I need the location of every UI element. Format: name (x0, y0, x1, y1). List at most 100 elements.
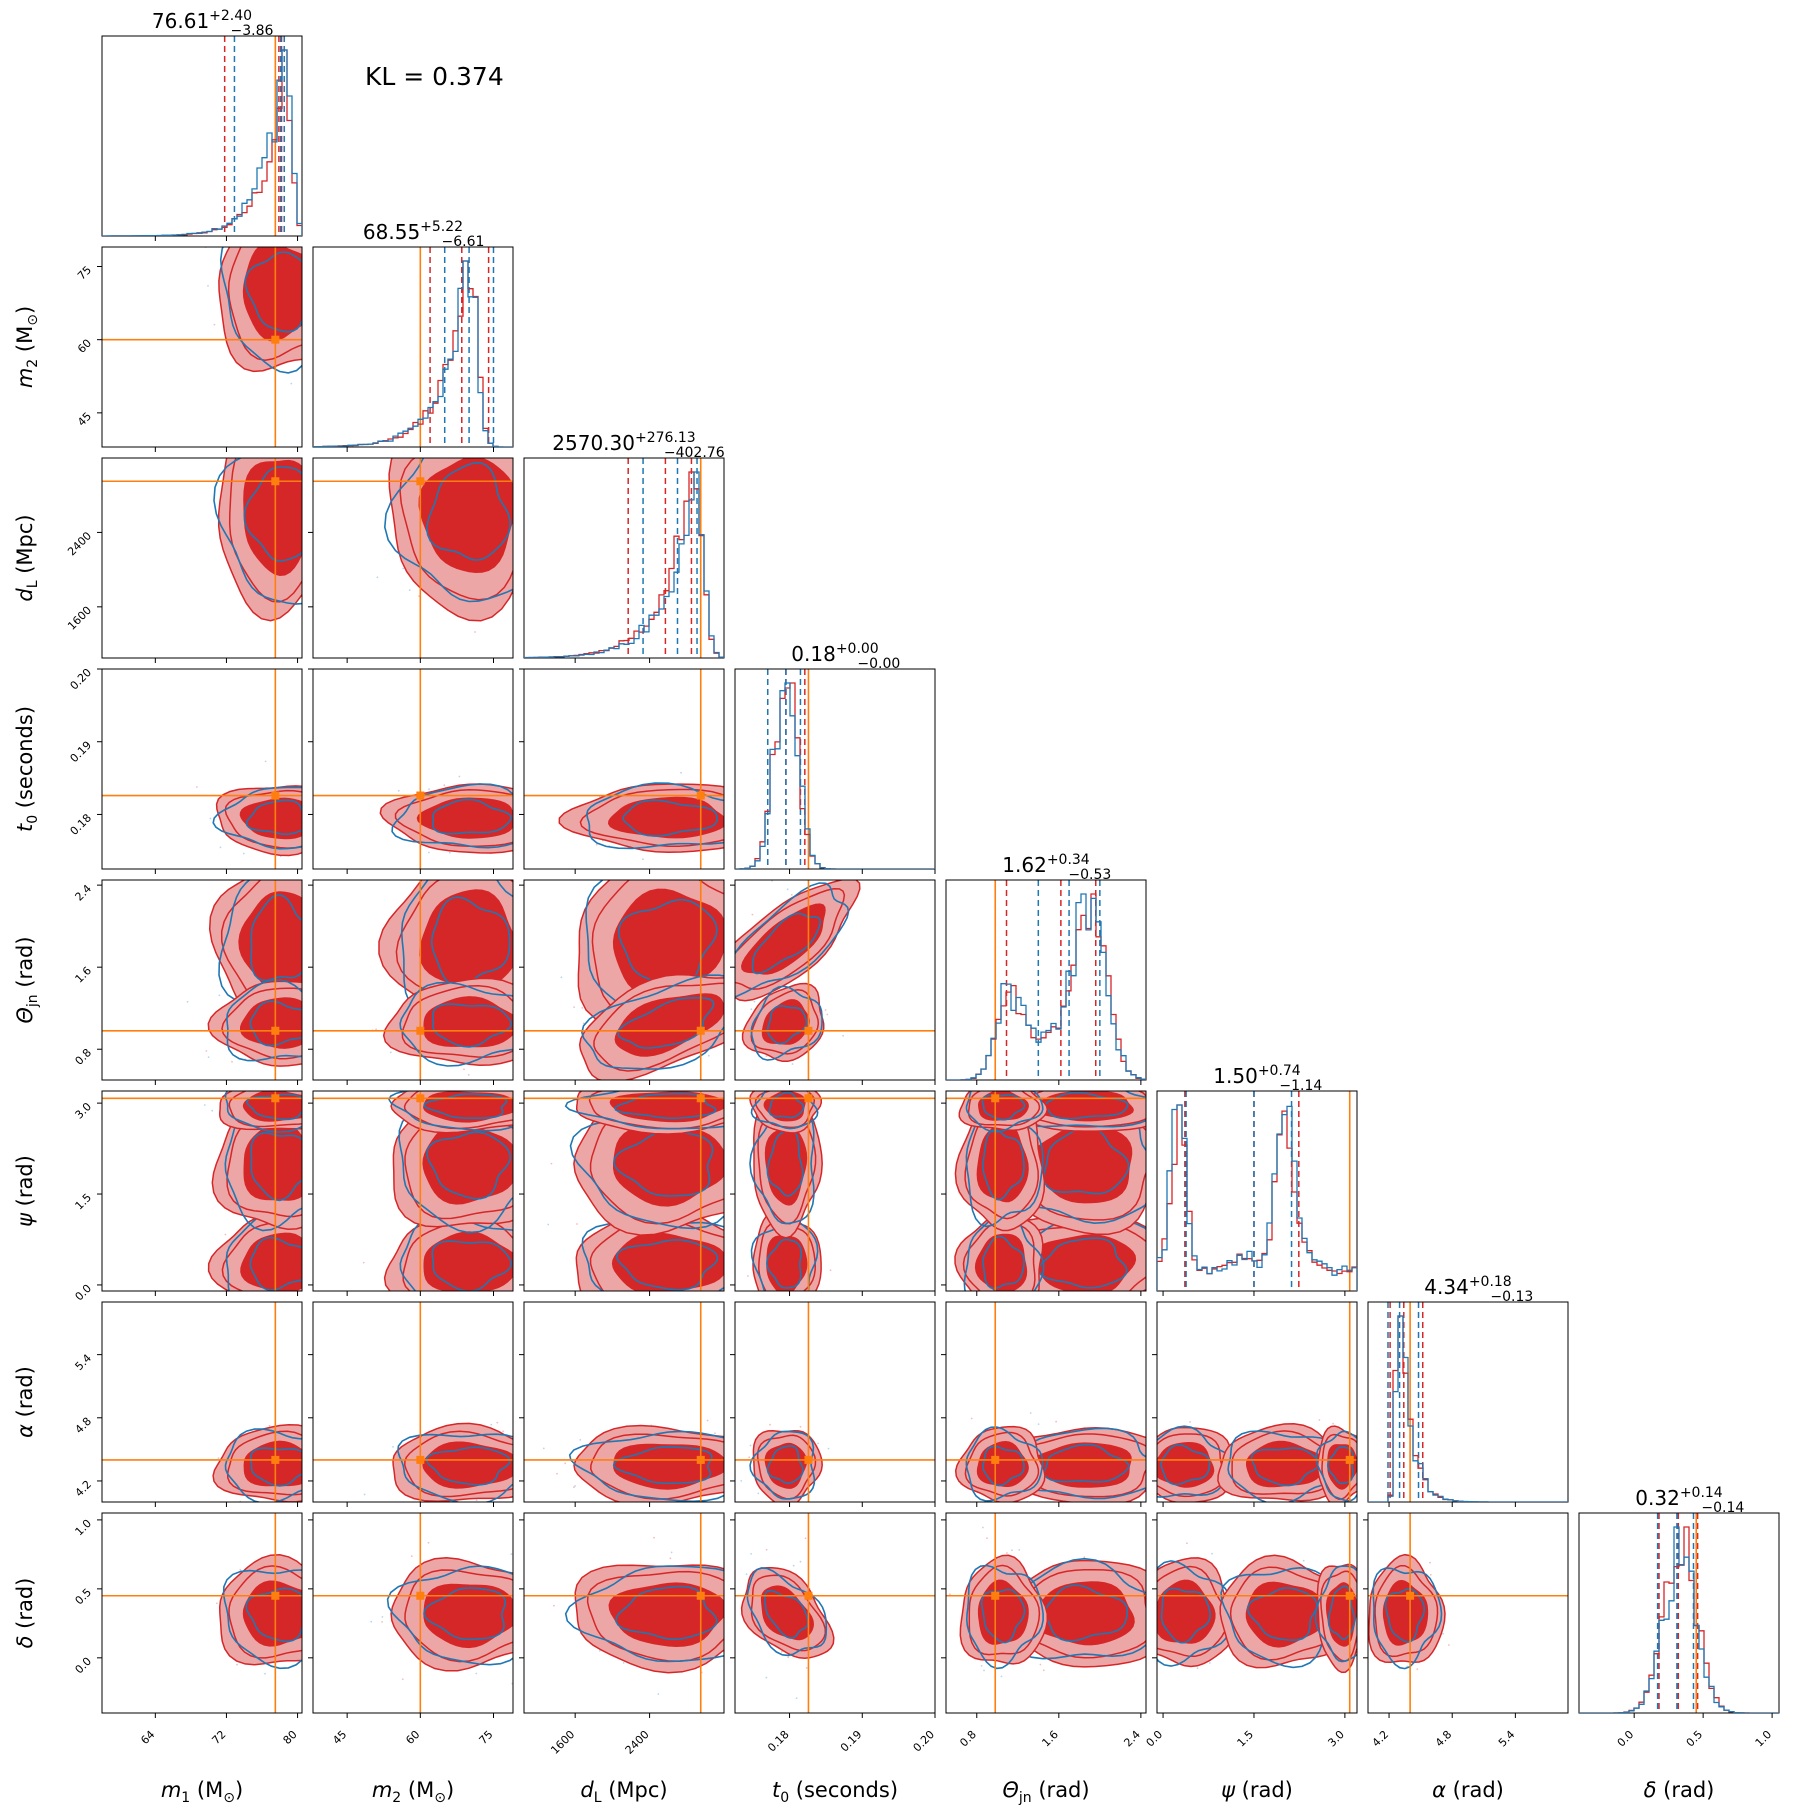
y-axis-label-alpha-sym: α (13, 1424, 37, 1438)
scatter-point (1000, 1675, 1003, 1678)
contour-a-mid (227, 247, 302, 361)
contour-b-outer (581, 974, 724, 1070)
scatter-point (720, 1505, 722, 1507)
panel-t0-vs-dL (519, 668, 766, 874)
panel-frame (312, 1512, 514, 1714)
truth-marker (1345, 1455, 1354, 1464)
scatter-point (751, 913, 754, 916)
hist-title-lower-psi: −1.14 (1279, 1078, 1322, 1094)
scatter-point (1011, 1549, 1013, 1552)
scatter-point (579, 1439, 582, 1441)
scatter-point (1147, 1582, 1149, 1584)
hist-series-b-dL-path (524, 471, 724, 658)
scatter-point (448, 851, 451, 854)
panel-frame (101, 457, 303, 659)
x-tick-label: 1.5 (1235, 1728, 1257, 1750)
truth-marker (416, 1455, 425, 1464)
hist-title-lower-t0: −0.00 (857, 656, 900, 672)
scatter-point (329, 801, 331, 803)
scatter-point (290, 382, 293, 385)
contour-b-inner (431, 798, 512, 835)
panel-delta-vs-psi: 0.0 1.5 3.0 (1144, 1512, 1358, 1750)
scatter-point (306, 1445, 308, 1447)
truth-marker (271, 1591, 280, 1600)
scatter-point (817, 1442, 819, 1445)
scatter-point (980, 1665, 983, 1667)
scatter-point (325, 1620, 327, 1622)
scatter-point (218, 994, 221, 997)
scatter-point (304, 810, 306, 812)
scatter-point (500, 1509, 502, 1511)
scatter-point (196, 786, 198, 788)
contour-a-mid (220, 880, 302, 1013)
scatter-point (1153, 1610, 1155, 1612)
scatter-point (348, 1637, 350, 1639)
x-tick-label: 3.0 (1325, 1728, 1347, 1750)
scatter-point (515, 1593, 517, 1595)
hist-title-lower-m2: −6.61 (442, 234, 485, 250)
hist-title-m2: 68.55+5.22 (363, 219, 463, 244)
contour-a-inner (612, 888, 724, 996)
panel-frame (101, 1512, 303, 1714)
panel-t0-vs-m2 (308, 668, 514, 874)
scatter-point (328, 1593, 330, 1595)
y-tick-label: 2400 (65, 529, 94, 558)
scatter-point (521, 1487, 523, 1489)
contour-a-mid (228, 1565, 302, 1659)
scatter-point (530, 1650, 532, 1652)
scatter-point (764, 848, 766, 850)
hist-title-lower-theta: −0.53 (1068, 867, 1111, 883)
x-axis-label-theta-unit: (rad) (1032, 1778, 1090, 1802)
scatter-point (1039, 1503, 1041, 1505)
panel-theta-vs-m2 (308, 879, 514, 1085)
truth-marker (804, 1094, 813, 1103)
scatter-point (313, 1631, 315, 1633)
contour-a-mid (591, 880, 724, 1015)
y-tick-label: 4.8 (73, 1415, 95, 1437)
contour-a-mid (221, 987, 302, 1060)
scatter-point (749, 1444, 752, 1447)
panel-frame (945, 879, 1147, 1081)
contour-b-outer (735, 882, 850, 998)
scatter-point (376, 576, 379, 579)
contour-a-mid (226, 1430, 302, 1496)
contour-b-inner (249, 1236, 302, 1291)
scatter-point (533, 1160, 535, 1162)
scatter-point (466, 1326, 468, 1328)
scatter-point (792, 1564, 795, 1567)
scatter-point (304, 1455, 306, 1457)
x-tick-label: 45 (330, 1728, 349, 1747)
contour-a-mid (221, 1220, 302, 1291)
scatter-point (242, 852, 245, 855)
contour-b-outer (1315, 1430, 1357, 1502)
x-tick-label: 60 (403, 1728, 422, 1747)
y-axis-label-delta-sym: δ (13, 1636, 37, 1649)
contour-b-inner (615, 1585, 718, 1641)
x-axis-label-m2-sub: 2 (392, 1790, 401, 1806)
scatter-point (780, 1088, 782, 1090)
contour-b-outer (750, 1091, 819, 1130)
panel-frame (523, 1301, 725, 1503)
x-tick-label: 1.0 (1753, 1728, 1775, 1750)
scatter-point (769, 1423, 771, 1426)
scatter-point (556, 1472, 558, 1475)
truth-marker (271, 335, 280, 344)
scatter-point (467, 1074, 470, 1076)
hist-series-a-t0-path (735, 682, 935, 869)
scatter-point (239, 1568, 242, 1571)
contour-b-inner (622, 799, 718, 837)
scatter-point (622, 1662, 625, 1664)
hist-series-b-m2 (313, 260, 513, 447)
scatter-point (1416, 1668, 1419, 1670)
hist-title-t0: 0.18+0.00 (791, 641, 878, 666)
scatter-point (322, 835, 324, 837)
panel-psi-vs-t0 (730, 1088, 936, 1296)
panel-delta-vs-m2: 45 60 75 (308, 1512, 532, 1747)
scatter-point (542, 502, 544, 504)
y-axis-label-t0: t0 (seconds) (13, 706, 41, 832)
contour-a-mid (586, 1570, 724, 1663)
scatter-point (1358, 1480, 1360, 1482)
scatter-point (324, 813, 326, 815)
scatter-point (463, 1068, 465, 1071)
